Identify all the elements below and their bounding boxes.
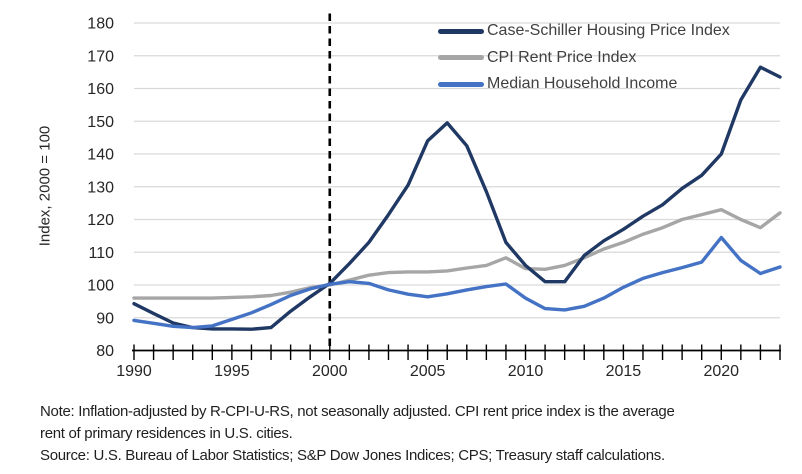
legend-item-cpi-rent: CPI Rent Price Index — [438, 48, 636, 68]
y-tick-label: 150 — [87, 114, 114, 131]
x-tick-label: 1995 — [214, 363, 250, 380]
y-tick-label: 80 — [96, 343, 114, 360]
x-tick-label: 1990 — [116, 363, 152, 380]
source-line: Source: U.S. Bureau of Labor Statistics;… — [40, 447, 665, 464]
x-tick-label: 2000 — [312, 363, 348, 380]
y-tick-label: 110 — [88, 245, 114, 262]
plot-area: 80 90 100 110 120 130 140 150 160 170 180 1990 1995 2… — [87, 13, 782, 380]
legend-label: CPI Rent Price Index — [487, 48, 637, 66]
y-tick-label: 160 — [87, 81, 114, 98]
y-tick-label: 180 — [87, 16, 114, 33]
series-line-cpi-rent-price-index — [132, 207, 782, 300]
footnotes: Note: Inflation-adjusted by R-CPI-U-RS, … — [40, 401, 790, 467]
y-axis-title: Index, 2000 = 100 — [36, 125, 54, 247]
legend-label: Case-Schiller Housing Price Index — [487, 22, 730, 39]
legend-swatch-cpi-rent — [438, 55, 484, 60]
legend-item-median-income: Median Household Income — [438, 74, 677, 94]
legend-swatch-case-schiller — [438, 28, 484, 34]
x-tick-label: 2005 — [410, 363, 446, 380]
series-line-median-household-income — [132, 235, 782, 330]
y-tick-label: 130 — [87, 179, 114, 196]
x-tick-label: 2020 — [703, 363, 739, 380]
series-line-case-schiller-housing-price-index — [132, 65, 782, 331]
legend-item-case-schiller: Case-Schiller Housing Price Index — [438, 21, 730, 41]
y-tick-label: 90 — [96, 310, 114, 327]
x-tick-label: 2010 — [508, 363, 544, 380]
x-tick-label: 2015 — [606, 363, 642, 380]
y-tick-label: 140 — [87, 147, 114, 164]
y-tick-label: 100 — [87, 278, 114, 295]
legend-label: Median Household Income — [487, 75, 678, 92]
legend-swatch-median-income — [438, 81, 484, 87]
note-line-1: Note: Inflation-adjusted by R-CPI-U-RS, … — [40, 403, 675, 420]
y-tick-label: 170 — [87, 48, 114, 65]
note-line-2: rent of primary residences in U.S. citie… — [40, 425, 293, 442]
y-tick-label: 120 — [87, 212, 114, 229]
